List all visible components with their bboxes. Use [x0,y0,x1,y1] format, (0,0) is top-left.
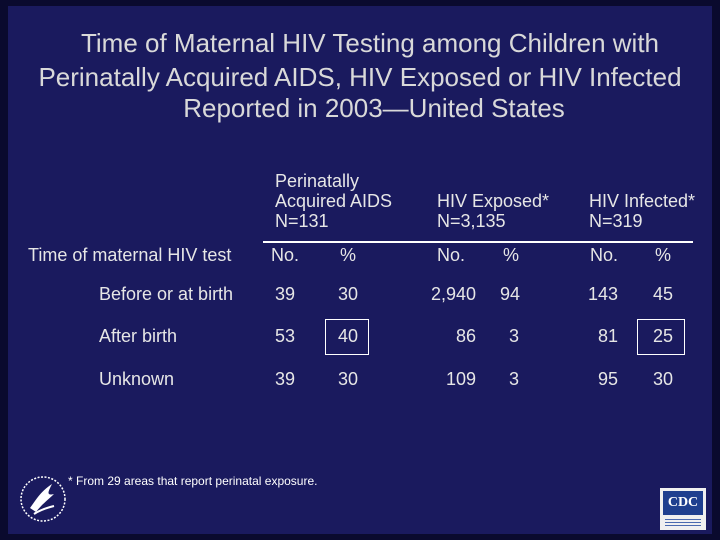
col-aids-pct: % [340,245,357,265]
cell: 143 [587,284,618,304]
row-label-unknown: Unknown [99,369,175,389]
highlight-box-aids-after-birth [325,319,369,355]
hhs-eagle-logo-icon [20,476,66,522]
row-label-before-birth: Before or at birth [99,284,234,304]
cdc-logo-text: CDC [663,491,703,515]
title-line-1: Time of Maternal HIV Testing among Child… [80,28,660,58]
row-label-after-birth: After birth [99,326,178,346]
group-header-exposed: HIV Exposed* N=3,135 [437,191,549,231]
col-infected-pct: % [655,245,672,265]
cell: 40 [338,326,359,346]
cdc-logo-subtext [663,517,703,527]
group-header-infected-line1: HIV Infected* [589,191,696,211]
cell: 39 [275,284,296,304]
group-header-exposed-line2: N=3,135 [437,211,506,231]
group-header-infected: HIV Infected* N=319 [589,191,695,231]
group-header-aids-line3: N=131 [275,211,329,231]
cell: 109 [445,369,476,389]
cell: 2,940 [430,284,476,304]
row-header: Time of maternal HIV test [28,245,232,265]
cdc-logo-icon: CDC [660,488,706,530]
col-aids-no: No. [271,245,300,265]
col-infected-no: No. [590,245,619,265]
title-line-3: Reported in 2003—United States [183,93,565,123]
group-header-aids: Perinatally Acquired AIDS N=131 [275,171,392,231]
slide-title: Time of Maternal HIV Testing among Child… [0,26,720,122]
cell: 25 [653,326,674,346]
header-rule [263,241,693,243]
footnote: * From 29 areas that report perinatal ex… [68,474,318,488]
cell: 86 [455,326,476,346]
cell: 45 [653,284,674,304]
slide-background [8,6,712,534]
group-header-aids-line2: Acquired AIDS [275,191,393,211]
highlight-box-infected-after-birth [637,319,685,355]
group-header-aids-line1: Perinatally [275,171,360,191]
cell: 53 [275,326,296,346]
group-header-infected-line2: N=319 [589,211,643,231]
col-exposed-no: No. [437,245,466,265]
cell: 30 [653,369,674,389]
cell: 39 [275,369,296,389]
title-line-2: Perinatally Acquired AIDS, HIV Exposed o… [38,62,682,92]
cell: 81 [597,326,618,346]
group-header-exposed-line1: HIV Exposed* [437,191,550,211]
cell: 3 [509,369,520,389]
cell: 94 [500,284,521,304]
cell: 30 [338,369,359,389]
cell: 95 [597,369,618,389]
col-exposed-pct: % [503,245,520,265]
cell: 30 [338,284,359,304]
cell: 3 [509,326,520,346]
